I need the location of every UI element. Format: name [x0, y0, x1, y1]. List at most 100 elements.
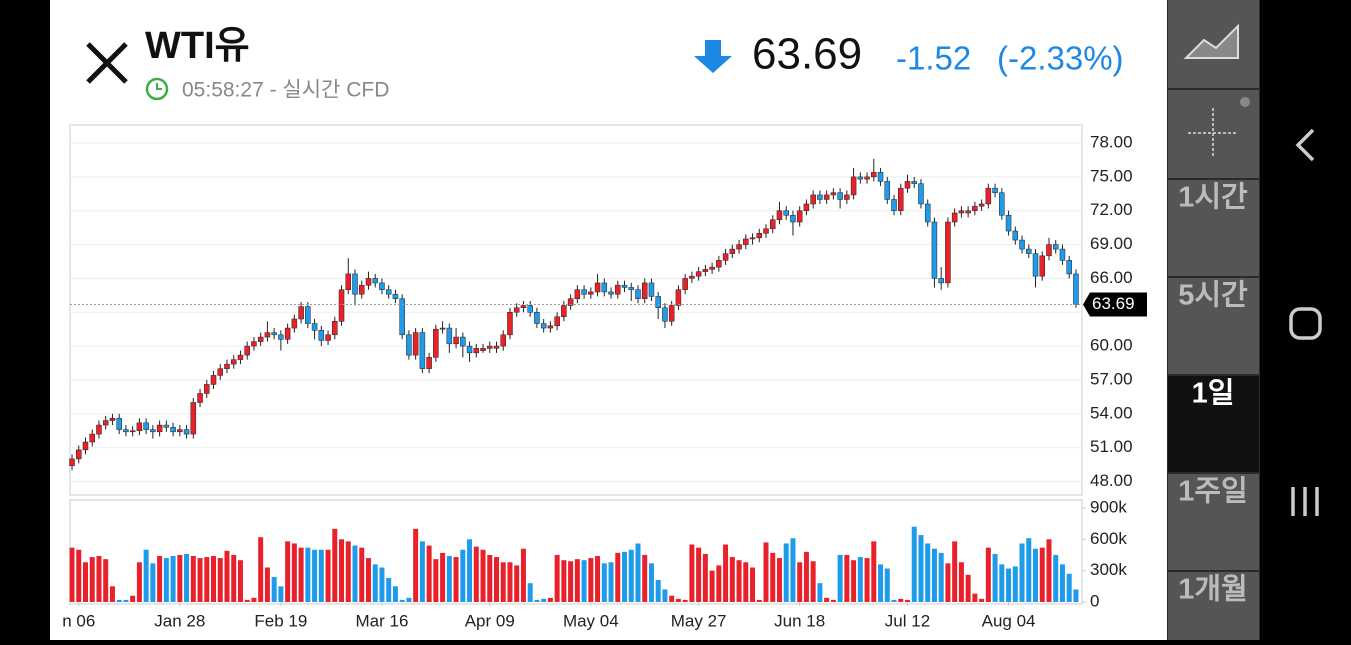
candle-body — [379, 282, 385, 290]
x-tick-label: May 04 — [563, 611, 619, 630]
volume-bar — [244, 599, 250, 602]
candle-body — [278, 334, 284, 340]
volume-bar — [446, 556, 452, 602]
candle-body — [96, 424, 102, 435]
candle-body — [749, 237, 756, 240]
volume-bar — [601, 563, 607, 602]
volume-bar — [271, 576, 277, 602]
volume-bar — [1012, 566, 1018, 602]
volume-bar — [500, 562, 506, 602]
recents-nav[interactable] — [1291, 487, 1319, 516]
candle-body — [237, 354, 244, 360]
chart-type-icon — [1183, 23, 1239, 59]
candle-body — [648, 282, 655, 297]
volume-bar — [318, 549, 324, 602]
candle-body — [257, 336, 264, 342]
candle-body — [129, 430, 136, 433]
volume-bar — [392, 586, 398, 602]
volume-tick-label: 300k — [1090, 560, 1127, 579]
volume-bar — [109, 586, 115, 602]
candle-body — [305, 306, 311, 324]
candle-body — [608, 291, 614, 295]
y-tick-label: 51.00 — [1090, 437, 1133, 456]
candle-body — [170, 427, 176, 433]
timeframe-button[interactable] — [1168, 572, 1259, 645]
candle-body — [102, 420, 109, 426]
candle-body — [534, 312, 540, 324]
candle-body — [1059, 248, 1066, 261]
candle-body — [857, 176, 864, 180]
timeframe-button[interactable] — [1168, 474, 1259, 570]
candle-body — [210, 375, 217, 385]
candle-body — [763, 228, 769, 234]
volume-bar — [635, 543, 641, 602]
volume-bar — [413, 528, 419, 602]
volume-bar — [264, 567, 270, 602]
candle-body — [547, 325, 554, 329]
volume-bar — [743, 562, 749, 602]
close-button[interactable] — [86, 42, 128, 84]
timeframe-button[interactable] — [1168, 278, 1259, 374]
candle-body — [931, 221, 938, 279]
volume-bar — [931, 548, 937, 602]
last-price-tag — [1083, 292, 1147, 317]
volume-bar — [507, 562, 513, 602]
indicator-dot — [1240, 97, 1250, 107]
volume-bar — [1066, 573, 1072, 602]
candle-body — [69, 458, 75, 466]
candle-body — [372, 278, 378, 284]
candle-body — [655, 296, 661, 308]
volume-bar — [96, 556, 102, 602]
candle-body — [183, 429, 190, 435]
volume-bar — [689, 544, 695, 602]
candle-body — [945, 221, 951, 284]
candle-body — [924, 203, 931, 223]
volume-bar — [783, 543, 789, 602]
volume-bar — [797, 562, 803, 602]
volume-bar — [750, 567, 756, 602]
timeframe-button[interactable] — [1168, 180, 1259, 276]
candle-body — [116, 418, 122, 430]
y-tick-label: 60.00 — [1090, 336, 1133, 355]
back-nav[interactable] — [1295, 128, 1315, 162]
volume-bar — [770, 552, 776, 602]
volume-bar — [608, 562, 614, 602]
candle-body — [1012, 230, 1019, 241]
volume-bar — [305, 547, 311, 602]
candle-body — [992, 187, 998, 193]
volume-bar — [379, 567, 385, 602]
candle-body — [419, 332, 426, 369]
volume-bar — [958, 562, 964, 602]
volume-bar — [184, 553, 190, 602]
candle-body — [426, 357, 432, 369]
candle-body — [965, 210, 971, 214]
candle-body — [338, 289, 345, 322]
volume-bar — [332, 528, 338, 602]
candle-body — [736, 244, 742, 250]
volume-bar — [952, 541, 958, 602]
volume-bar — [82, 562, 88, 602]
volume-bar — [1053, 554, 1059, 602]
timeframe-button[interactable] — [1168, 376, 1259, 472]
candle-body — [682, 278, 688, 290]
x-tick-label: n 06 — [62, 611, 95, 630]
chart-type-button[interactable] — [1168, 0, 1259, 88]
volume-bar — [864, 558, 870, 602]
volume-bar — [406, 597, 412, 602]
home-nav[interactable] — [1289, 307, 1322, 340]
candle-body — [783, 210, 789, 216]
volume-bar — [972, 593, 978, 602]
volume-bar — [696, 547, 702, 602]
candle-body — [493, 345, 500, 349]
volume-bar — [399, 599, 405, 602]
candle-body — [709, 266, 715, 270]
candle-body — [641, 282, 648, 299]
volume-bar — [716, 565, 722, 602]
volume-bar — [177, 554, 183, 602]
volume-bar — [386, 577, 392, 602]
candle-body — [439, 327, 446, 330]
timestamp: 05:58:27 - 실시간 CFD — [182, 79, 389, 102]
candle-body — [156, 424, 163, 433]
volume-bar — [682, 599, 688, 602]
